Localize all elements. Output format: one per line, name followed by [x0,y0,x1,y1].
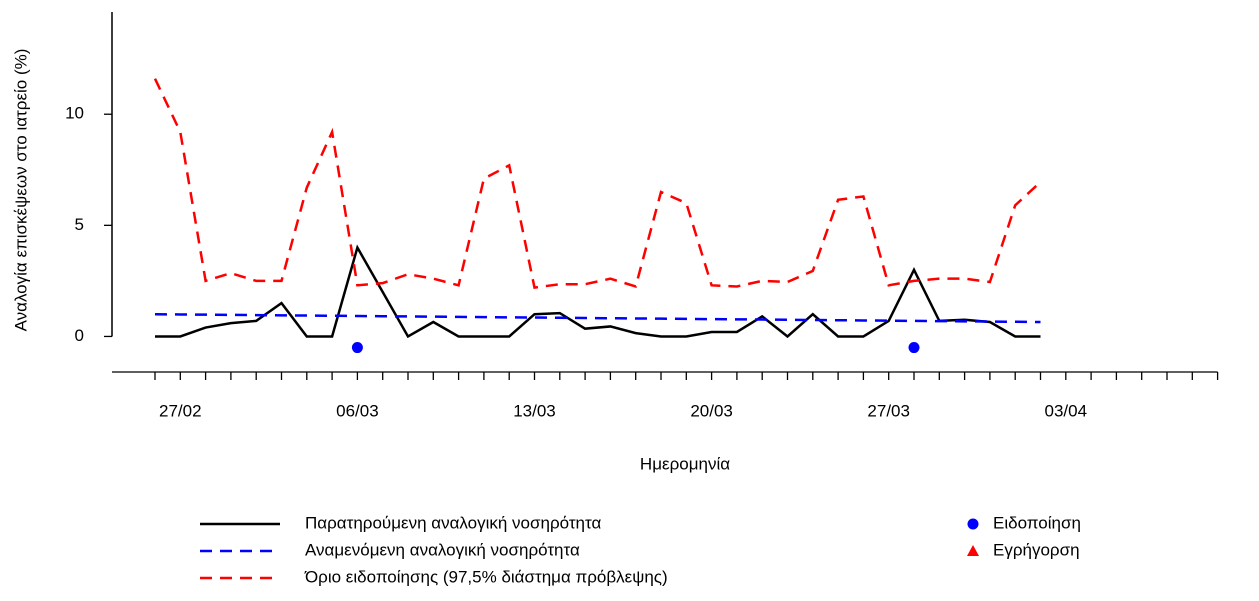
x-tick-label: 06/03 [336,401,379,420]
x-tick-label: 13/03 [513,401,556,420]
series-line [153,78,1042,289]
x-tick-label: 27/02 [159,401,202,420]
legend-label: Ειδοποίηση [993,513,1081,532]
legend-label: Εγρήγορση [993,540,1080,559]
legend-swatch [967,518,979,530]
legend-label: Αναμενόμενη αναλογική νοσηρότητα [305,540,580,559]
y-tick-label: 10 [65,104,84,123]
y-tick-label: 0 [75,326,84,345]
x-tick-label: 20/03 [690,401,733,420]
alert-point [908,342,920,354]
series-line [154,312,1041,324]
alert-point [351,342,363,354]
legend-label: Όριο ειδοποίησης (97,5% διάστημα πρόβλεψ… [304,567,668,586]
x-axis-label: Ημερομηνία [640,454,730,473]
x-tick-label: 03/04 [1045,401,1088,420]
x-tick-label: 27/03 [867,401,910,420]
y-axis-label: Αναλογία επισκέψεων στο ιατρείο (%) [11,49,30,332]
y-tick-label: 5 [75,215,84,234]
series-line [155,244,1041,339]
legend-swatch [967,545,979,556]
legend-label: Παρατηρούμενη αναλογική νοσηρότητα [305,513,601,532]
